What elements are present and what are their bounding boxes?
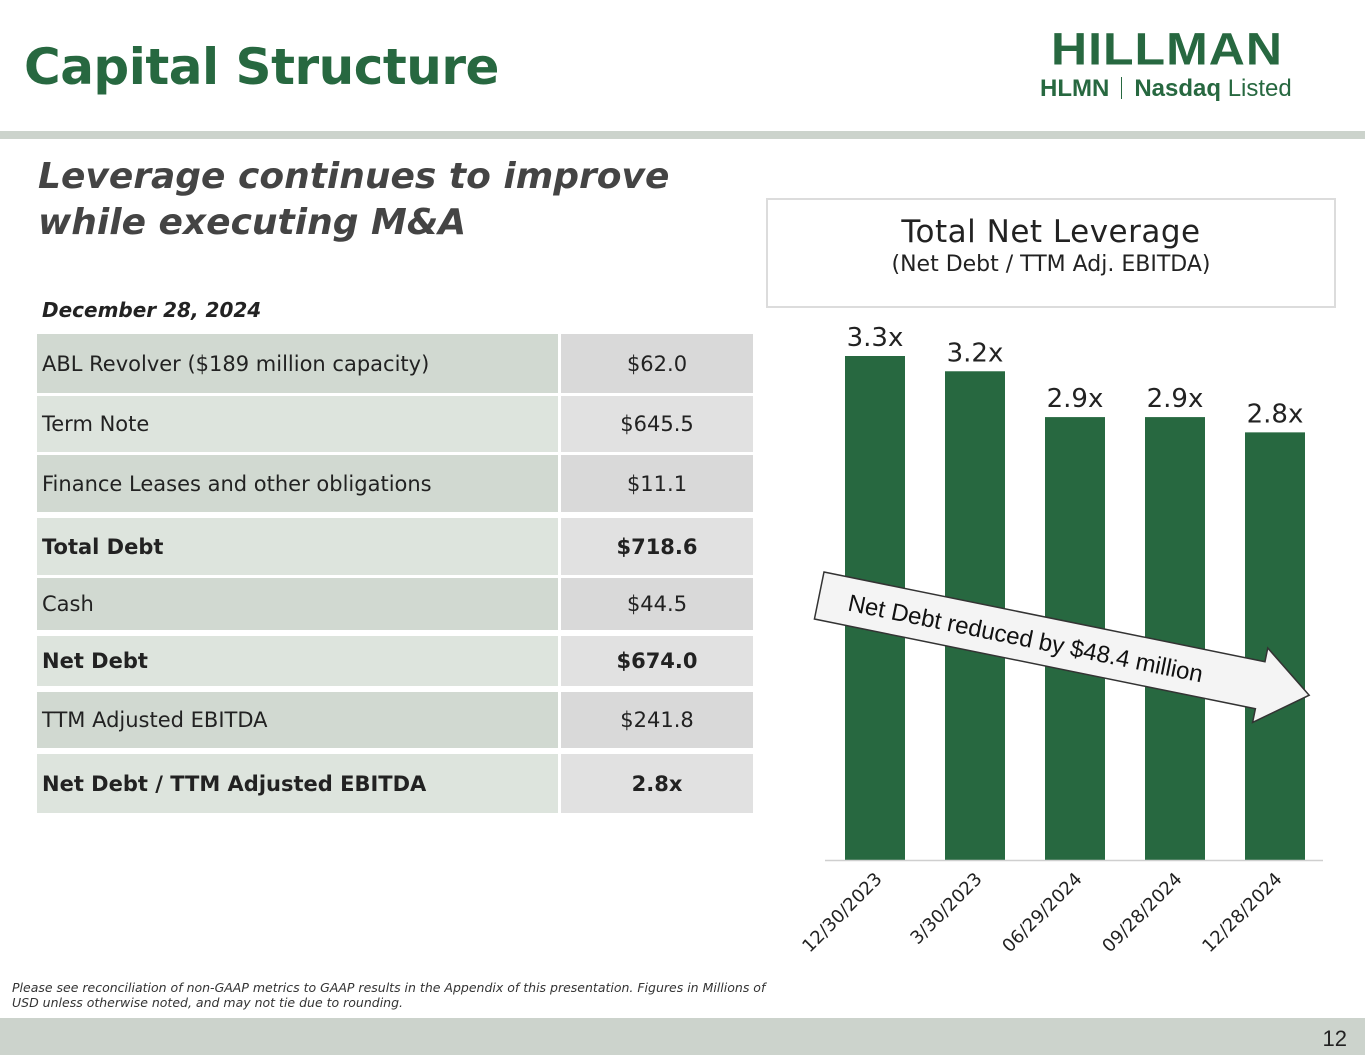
table-row: Finance Leases and other obligations $11…: [37, 455, 753, 512]
table-row: Term Note $645.5: [37, 396, 753, 452]
x-tick-label-5: 12/28/2024: [1198, 869, 1286, 957]
row-label: ABL Revolver ($189 million capacity): [37, 334, 558, 393]
x-tick-label-1: 12/30/2023: [798, 869, 886, 957]
data-label-4: 2.9x: [1147, 384, 1204, 414]
subtitle-line-1: Leverage continues to improve: [38, 156, 670, 197]
row-label: Finance Leases and other obligations: [37, 455, 558, 512]
row-value: $44.5: [561, 578, 753, 630]
row-value: $11.1: [561, 455, 753, 512]
table-row-total-debt: Total Debt $718.6: [37, 518, 753, 575]
row-label: TTM Adjusted EBITDA: [37, 692, 558, 748]
row-value: $241.8: [561, 692, 753, 748]
table-row-leverage: Net Debt / TTM Adjusted EBITDA 2.8x: [37, 754, 753, 813]
row-label: Term Note: [37, 396, 558, 452]
table-row-net-debt: Net Debt $674.0: [37, 636, 753, 686]
logo-exchange-suffix: Listed: [1227, 75, 1292, 102]
table-row: TTM Adjusted EBITDA $241.8: [37, 692, 753, 748]
x-tick-label-4: 09/28/2024: [1098, 869, 1186, 957]
chart-subtitle: (Net Debt / TTM Adj. EBITDA): [891, 252, 1211, 277]
bar-5: [1245, 432, 1305, 860]
row-value: $674.0: [561, 636, 753, 686]
row-label: Total Debt: [37, 518, 558, 575]
logo-wordmark: HILLMAN: [1051, 23, 1283, 75]
data-label-3: 2.9x: [1047, 384, 1104, 414]
page-title: Capital Structure: [24, 38, 499, 96]
row-label: Net Debt / TTM Adjusted EBITDA: [37, 754, 558, 813]
row-value: $62.0: [561, 334, 753, 393]
chart-title-box: Total Net Leverage (Net Debt / TTM Adj. …: [766, 198, 1336, 308]
logo-ticker: HLMN: [1040, 75, 1110, 102]
table-row: ABL Revolver ($189 million capacity) $62…: [37, 334, 753, 393]
row-label: Cash: [37, 578, 558, 630]
subtitle-line-2: while executing M&A: [38, 202, 467, 243]
page-number: 12: [1322, 1026, 1347, 1051]
x-tick-label-2: 3/30/2023: [906, 869, 986, 949]
x-tick-label-3: 06/29/2024: [998, 869, 1086, 957]
row-value: 2.8x: [561, 754, 753, 813]
row-value: $645.5: [561, 396, 753, 452]
chart-title: Total Net Leverage: [901, 214, 1201, 250]
row-label: Net Debt: [37, 636, 558, 686]
slide-subtitle: Leverage continues to improve while exec…: [38, 154, 669, 246]
table-as-of-date: December 28, 2024: [42, 298, 262, 322]
table-row: Cash $44.5: [37, 578, 753, 630]
footnote: Please see reconciliation of non-GAAP me…: [12, 980, 766, 1010]
leverage-bar-chart: 3.3x 12/30/2023 3.2x 3/30/2023 2.9x 06/29/202…: [798, 323, 1323, 957]
logo-exchange: Nasdaq: [1134, 75, 1222, 102]
data-label-5: 2.8x: [1247, 399, 1304, 429]
footer-bar: 12: [0, 1018, 1365, 1055]
header-divider: [0, 131, 1365, 139]
data-label-1: 3.3x: [847, 323, 904, 353]
hillman-logo: HILLMAN HLMN Nasdaq Listed: [988, 24, 1346, 108]
logo-listing: HLMN Nasdaq Listed: [1040, 75, 1292, 103]
annotation-arrow-shape: [813, 571, 1311, 724]
bar-4: [1145, 417, 1205, 860]
logo-separator: [1121, 77, 1123, 99]
row-value: $718.6: [561, 518, 753, 575]
data-label-2: 3.2x: [947, 338, 1004, 368]
